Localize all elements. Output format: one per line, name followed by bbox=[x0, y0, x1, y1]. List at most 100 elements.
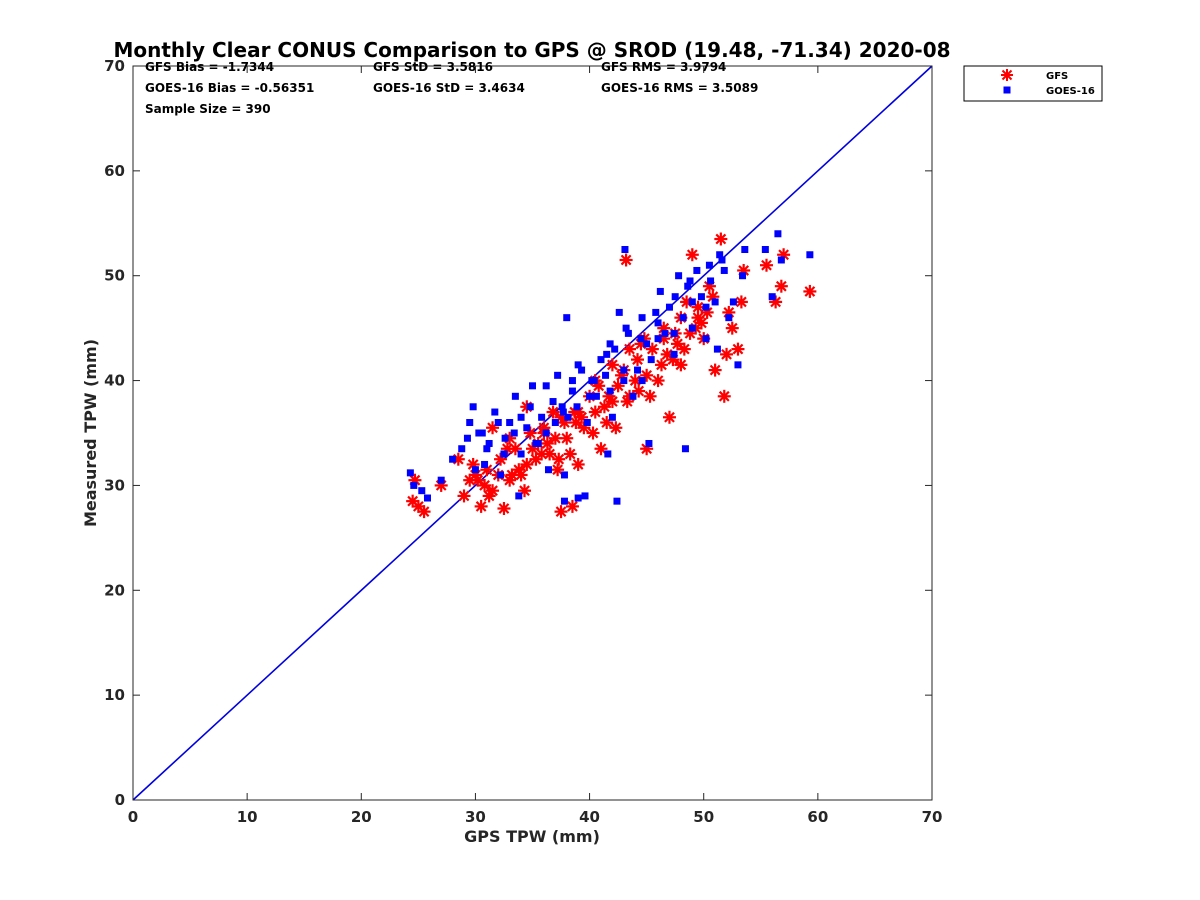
goes16-point bbox=[542, 382, 550, 390]
gfs-point bbox=[554, 505, 568, 519]
gfs-point bbox=[651, 374, 665, 388]
goes16-point bbox=[645, 439, 653, 447]
y-tick-label: 20 bbox=[104, 581, 125, 599]
y-tick-label: 40 bbox=[104, 372, 125, 390]
goes16-point bbox=[406, 469, 414, 477]
gfs-point bbox=[670, 337, 684, 351]
goes16-point bbox=[761, 246, 769, 253]
goes16-point bbox=[670, 329, 678, 337]
goes16-point bbox=[643, 340, 651, 348]
goes16-point bbox=[529, 382, 536, 390]
goes16-point bbox=[711, 298, 719, 306]
goes16-point bbox=[418, 487, 426, 495]
gfs-point bbox=[497, 501, 511, 515]
y-tick-label: 10 bbox=[104, 686, 125, 704]
goes16-series bbox=[406, 230, 814, 505]
goes16-point bbox=[549, 398, 557, 406]
goes16-point bbox=[774, 230, 782, 238]
goes16-point bbox=[654, 319, 662, 327]
gfs-point bbox=[605, 358, 619, 372]
gfs-std-text: GFS StD = 3.5816 bbox=[373, 60, 493, 74]
gfs-point bbox=[674, 358, 688, 372]
goes16-point bbox=[581, 492, 589, 500]
goes16-point bbox=[624, 329, 632, 337]
goes16-point bbox=[494, 419, 502, 427]
goes16-point bbox=[523, 424, 531, 432]
goes16-point bbox=[564, 413, 572, 421]
y-axis-label: Measured TPW (mm) bbox=[81, 339, 100, 527]
goes16-point bbox=[568, 377, 576, 385]
goes16-point bbox=[485, 439, 493, 447]
x-tick-label: 40 bbox=[579, 808, 600, 826]
goes16-point bbox=[534, 439, 542, 447]
goes16-point bbox=[656, 287, 664, 295]
goes16-point bbox=[670, 350, 678, 358]
goes16-point bbox=[620, 377, 628, 385]
goes16-point bbox=[637, 335, 645, 343]
gfs-point bbox=[478, 478, 492, 492]
goes16-point bbox=[517, 413, 525, 421]
x-tick-label: 60 bbox=[807, 808, 828, 826]
goes16-point bbox=[410, 481, 418, 489]
goes16-point bbox=[621, 246, 629, 253]
x-tick-label: 30 bbox=[465, 808, 486, 826]
goes16-point bbox=[638, 314, 646, 322]
gfs-point bbox=[628, 374, 642, 388]
legend-goes-marker bbox=[1003, 86, 1011, 94]
goes16-point bbox=[568, 387, 576, 395]
goes16-point bbox=[501, 434, 509, 442]
x-tick-label: 50 bbox=[693, 808, 714, 826]
gfs-point bbox=[759, 258, 773, 272]
goes16-point bbox=[602, 371, 610, 379]
goes16-point bbox=[466, 419, 474, 427]
goes16-point bbox=[542, 429, 550, 437]
goes16-point bbox=[707, 277, 715, 285]
goes16-point bbox=[629, 392, 637, 400]
goes-std-text: GOES-16 StD = 3.4634 bbox=[373, 81, 525, 95]
goes16-point bbox=[423, 494, 431, 502]
goes16-point bbox=[739, 272, 747, 280]
goes16-point bbox=[702, 303, 710, 311]
gfs-point bbox=[774, 279, 788, 293]
gfs-point bbox=[548, 431, 562, 445]
goes16-point bbox=[497, 471, 505, 479]
goes16-point bbox=[449, 455, 457, 463]
gfs-point bbox=[546, 405, 560, 419]
goes16-point bbox=[720, 266, 728, 274]
goes16-point bbox=[554, 371, 562, 379]
y-tick-label: 0 bbox=[115, 791, 125, 809]
goes16-point bbox=[517, 450, 525, 458]
goes16-point bbox=[686, 277, 694, 285]
goes16-point bbox=[606, 387, 614, 395]
gfs-point bbox=[677, 342, 691, 356]
y-tick-label: 60 bbox=[104, 162, 125, 180]
chart-title: Monthly Clear CONUS Comparison to GPS @ … bbox=[113, 38, 950, 62]
goes16-point bbox=[675, 272, 683, 280]
y-tick-label: 70 bbox=[104, 57, 125, 75]
goes16-point bbox=[481, 460, 489, 468]
goes16-point bbox=[559, 408, 567, 416]
goes16-point bbox=[606, 340, 614, 348]
goes16-point bbox=[478, 429, 486, 437]
gfs-point bbox=[474, 499, 488, 513]
goes16-point bbox=[654, 335, 662, 343]
gfs-point bbox=[417, 505, 431, 519]
goes16-point bbox=[734, 361, 742, 369]
goes16-point bbox=[652, 308, 660, 316]
y-tick-label: 30 bbox=[104, 476, 125, 494]
goes16-point bbox=[681, 445, 689, 453]
gfs-point bbox=[512, 463, 526, 477]
gfs-point bbox=[540, 436, 554, 450]
gfs-point bbox=[594, 442, 608, 456]
goes16-point bbox=[592, 392, 600, 400]
legend: GFS GOES-16 bbox=[963, 65, 1103, 102]
goes16-point bbox=[538, 413, 546, 421]
gfs-point bbox=[586, 426, 600, 440]
legend-gfs-marker bbox=[1001, 69, 1013, 81]
y-tick-label: 50 bbox=[104, 267, 125, 285]
goes16-point bbox=[725, 314, 733, 322]
gfs-point bbox=[482, 489, 496, 503]
goes16-point bbox=[688, 324, 696, 332]
gfs-point bbox=[569, 416, 583, 430]
